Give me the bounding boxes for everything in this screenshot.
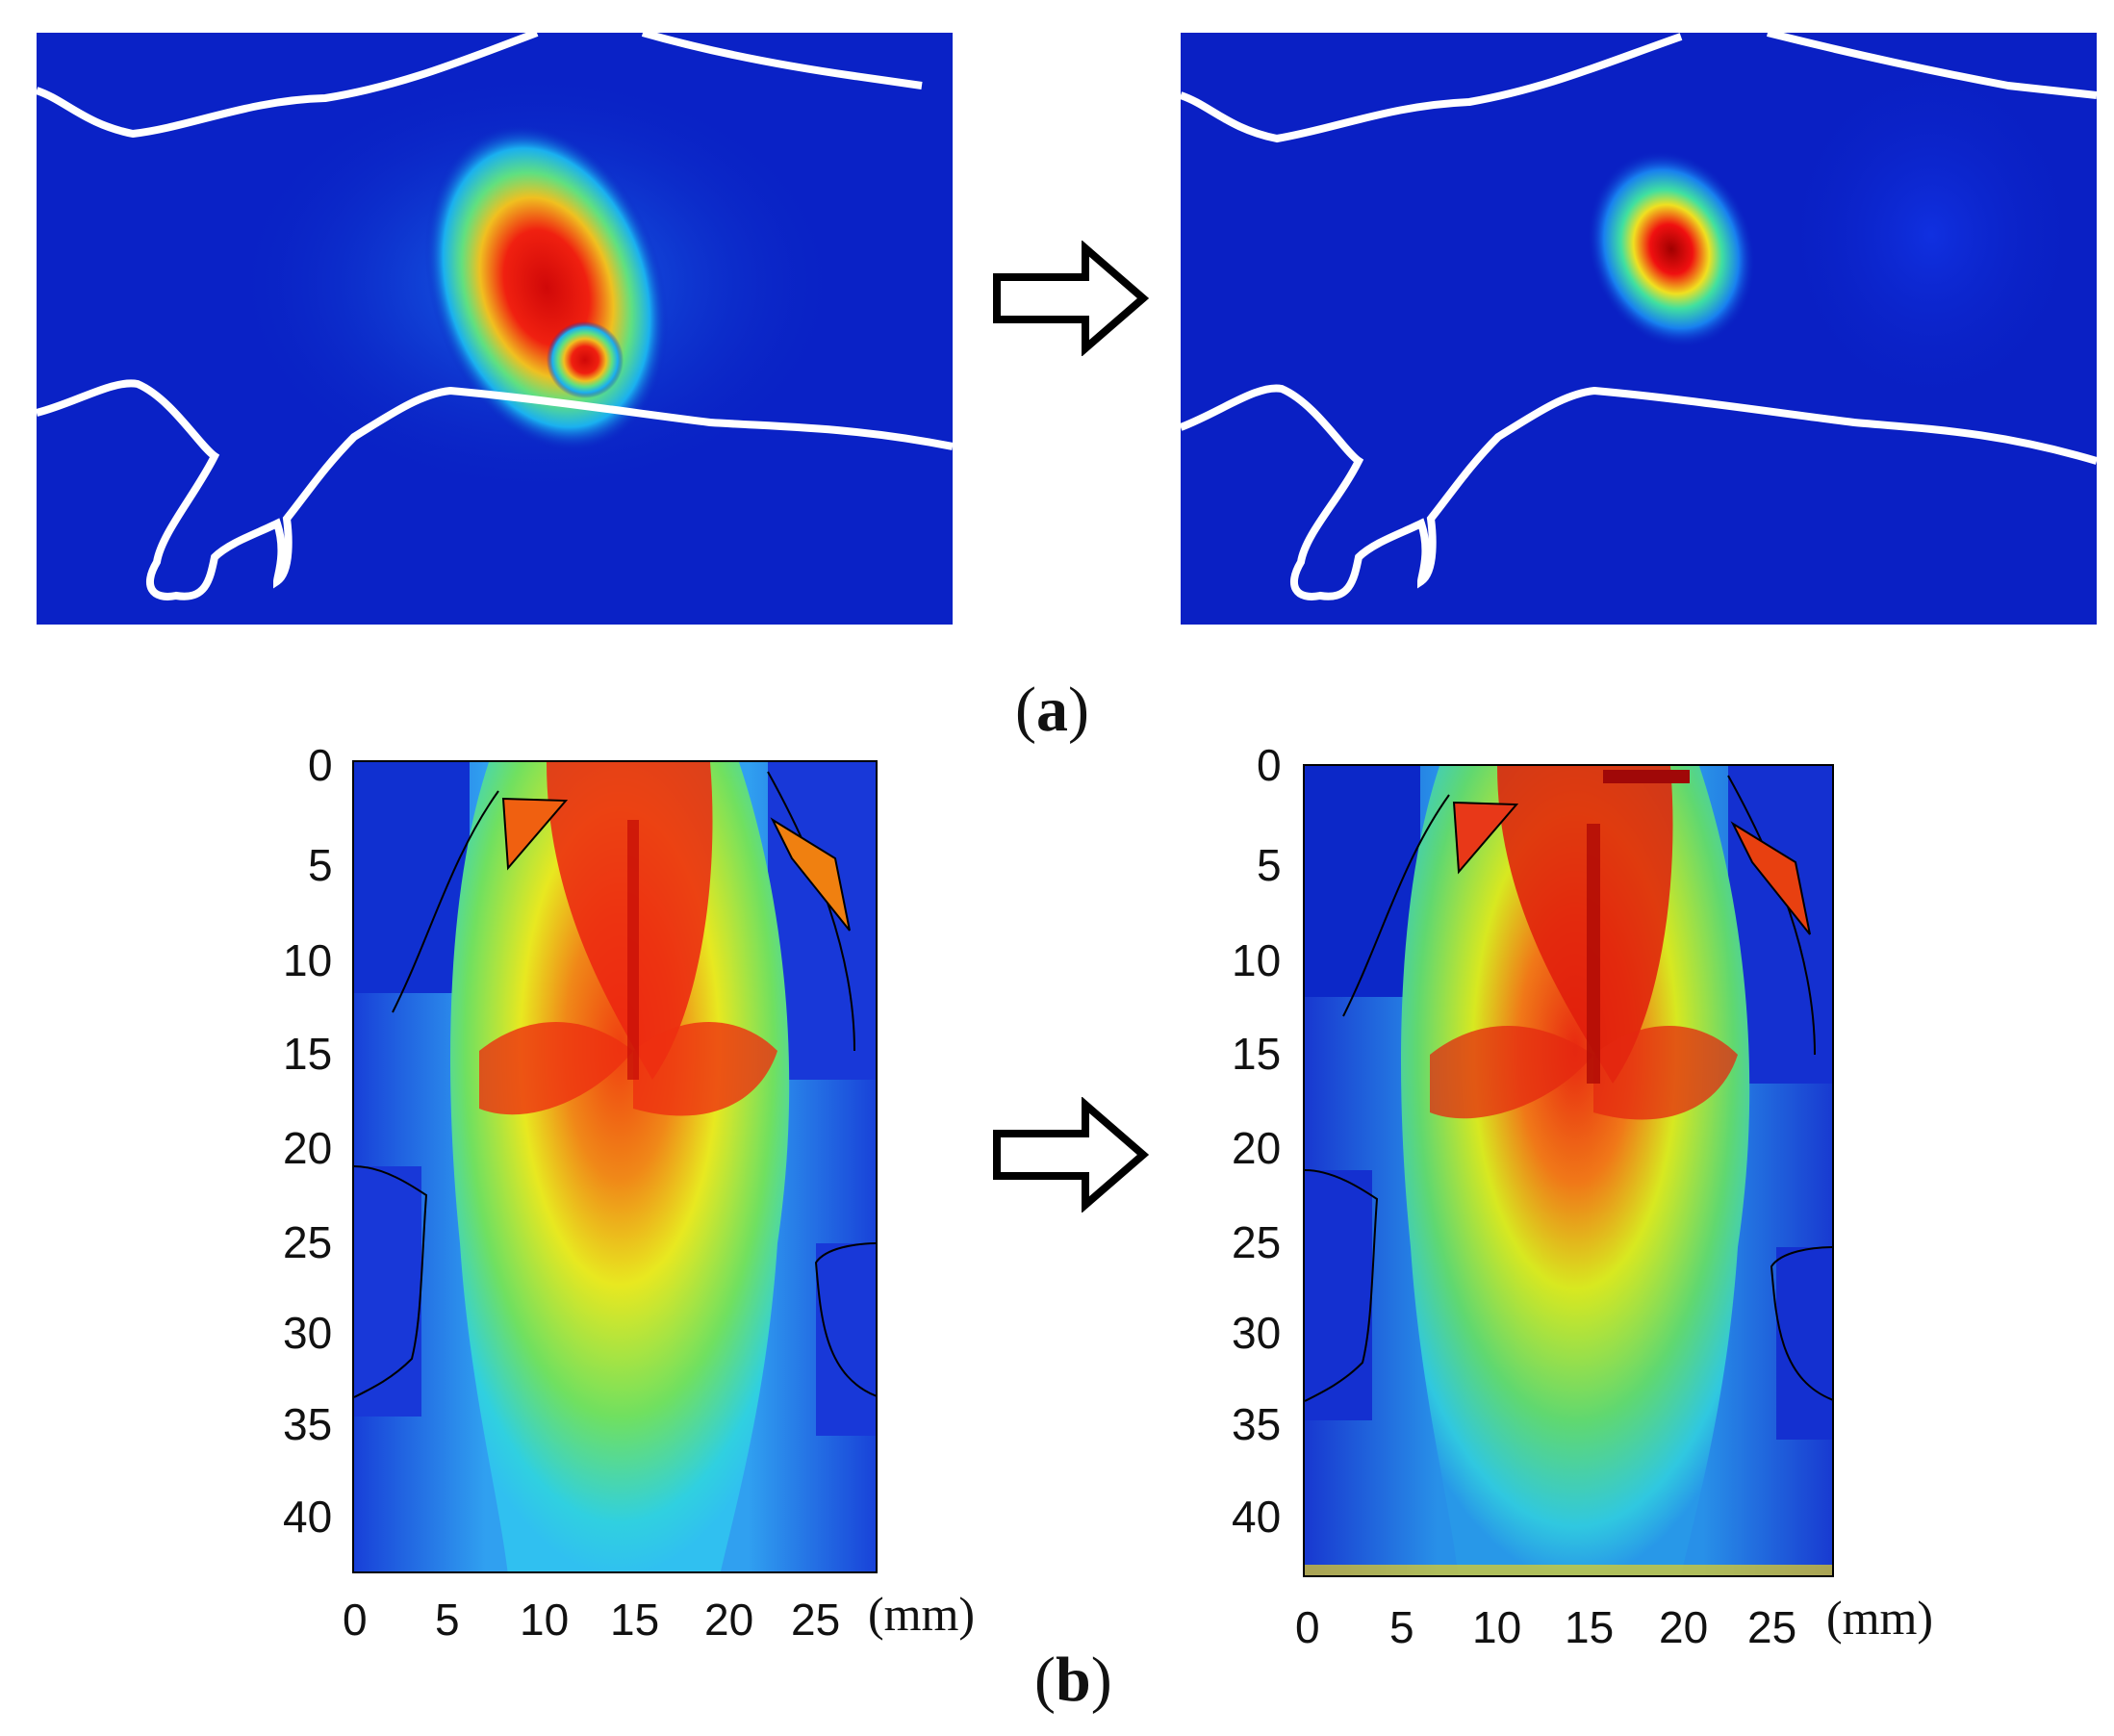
mouse-outline-bottom bbox=[1181, 384, 2097, 600]
y-tick: 15 bbox=[1232, 1029, 1282, 1079]
x-tick: 10 bbox=[520, 1595, 570, 1645]
x-tick: 15 bbox=[610, 1595, 660, 1645]
panel-b-after-image bbox=[1303, 764, 1834, 1577]
panel-a-label: (a) bbox=[1015, 674, 1089, 747]
y-tick: 0 bbox=[1257, 740, 1282, 790]
mouse-outline-top-right bbox=[641, 33, 923, 89]
y-tick: 10 bbox=[1232, 935, 1282, 985]
panel-b-label-close: ) bbox=[1090, 1645, 1112, 1715]
arrow-icon bbox=[993, 1097, 1150, 1213]
y-tick: 15 bbox=[283, 1029, 333, 1079]
contour-shape bbox=[1452, 801, 1519, 875]
x-tick: 15 bbox=[1565, 1602, 1615, 1652]
x-unit-label: (mm) bbox=[868, 1587, 976, 1641]
panel-a-after-svg bbox=[1181, 33, 2097, 625]
contour-line bbox=[767, 771, 855, 1052]
hotspot-tail bbox=[547, 321, 624, 398]
torso-region bbox=[450, 762, 790, 1571]
y-tick: 35 bbox=[1232, 1399, 1282, 1449]
y-tick: 20 bbox=[283, 1123, 333, 1173]
contour-shape bbox=[770, 817, 851, 932]
y-tick: 40 bbox=[283, 1492, 333, 1542]
left-lobe bbox=[1430, 1026, 1593, 1119]
contour-line bbox=[354, 1165, 428, 1398]
x-tick: 10 bbox=[1472, 1602, 1522, 1652]
contour-shape bbox=[1730, 821, 1811, 935]
y-tick: 40 bbox=[1232, 1492, 1282, 1542]
x-tick: 25 bbox=[791, 1595, 841, 1645]
contour-shape bbox=[501, 797, 569, 871]
y-tick: 10 bbox=[283, 935, 333, 985]
y-tick: 35 bbox=[283, 1399, 333, 1449]
mouse-outline-bottom bbox=[37, 379, 953, 600]
panel-a-label-letter: a bbox=[1035, 675, 1068, 745]
x-tick: 25 bbox=[1747, 1602, 1797, 1652]
contour-line bbox=[392, 790, 499, 1013]
panel-b-label-open: ( bbox=[1034, 1645, 1056, 1715]
y-tick: 25 bbox=[283, 1217, 333, 1267]
panel-a-before-image bbox=[37, 33, 953, 625]
mouse-outline-top bbox=[37, 33, 539, 139]
right-lobe bbox=[1593, 1026, 1738, 1120]
panel-b-label: (b) bbox=[1034, 1644, 1112, 1717]
panel-b-label-letter: b bbox=[1055, 1645, 1091, 1715]
x-tick: 5 bbox=[1389, 1602, 1414, 1652]
neck-hotspot bbox=[1497, 766, 1673, 1084]
contour-line bbox=[1770, 1246, 1832, 1401]
panel-a-label-close: ) bbox=[1067, 675, 1089, 745]
x-unit-label: (mm) bbox=[1826, 1591, 1934, 1645]
x-tick: 5 bbox=[435, 1595, 460, 1645]
panel-b-before-image bbox=[352, 760, 878, 1573]
y-tick: 0 bbox=[308, 740, 333, 790]
contour-line bbox=[1727, 775, 1816, 1056]
right-lobe bbox=[633, 1022, 777, 1116]
panel-a-before-svg bbox=[37, 33, 953, 625]
arrow-icon bbox=[993, 241, 1150, 356]
x-tick: 0 bbox=[343, 1595, 368, 1645]
x-tick: 0 bbox=[1295, 1602, 1320, 1652]
hotspot bbox=[1587, 150, 1756, 348]
halo-right bbox=[1768, 42, 2095, 427]
x-tick: 20 bbox=[1659, 1602, 1709, 1652]
left-lobe bbox=[479, 1022, 633, 1115]
mouse-outline-top bbox=[1181, 33, 1683, 143]
mouse-outline-top-right bbox=[1767, 33, 2097, 99]
contour-line bbox=[814, 1242, 876, 1397]
contour-line bbox=[1342, 794, 1450, 1017]
y-tick: 30 bbox=[1232, 1308, 1282, 1358]
x-tick: 20 bbox=[704, 1595, 754, 1645]
y-tick: 30 bbox=[283, 1308, 333, 1358]
panel-b-after-svg bbox=[1305, 766, 1832, 1575]
panel-a-label-open: ( bbox=[1015, 675, 1036, 745]
y-tick: 25 bbox=[1232, 1217, 1282, 1267]
contour-line bbox=[1305, 1169, 1379, 1402]
torso-region bbox=[1401, 766, 1750, 1575]
y-tick: 5 bbox=[308, 840, 333, 890]
y-tick: 5 bbox=[1257, 840, 1282, 890]
y-tick: 20 bbox=[1232, 1123, 1282, 1173]
panel-a-after-image bbox=[1181, 33, 2097, 625]
panel-b-before-svg bbox=[354, 762, 876, 1571]
